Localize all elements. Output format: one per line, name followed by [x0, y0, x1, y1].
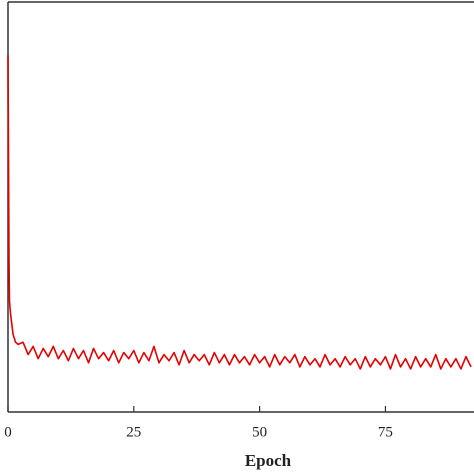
x-tick-label: 25	[126, 424, 141, 440]
x-tick-label: 50	[252, 424, 267, 440]
x-tick-label: 0	[4, 424, 12, 440]
x-tick-label: 75	[378, 424, 393, 440]
line-series	[7, 55, 472, 370]
x-axis-label: Epoch	[245, 451, 292, 470]
